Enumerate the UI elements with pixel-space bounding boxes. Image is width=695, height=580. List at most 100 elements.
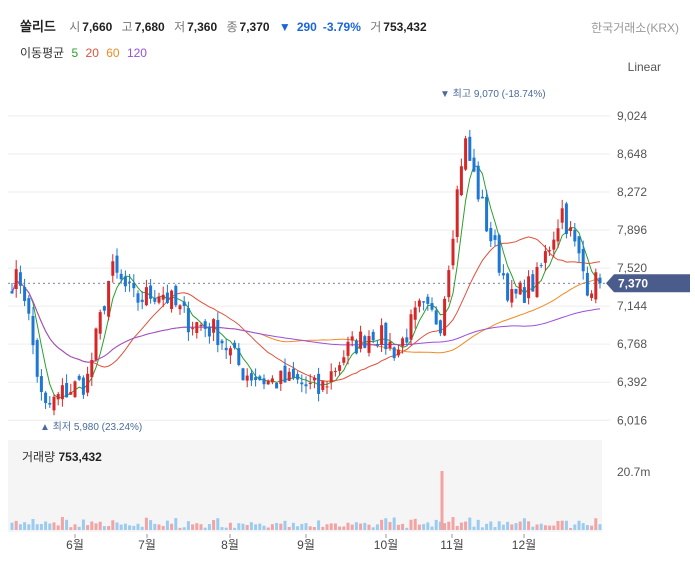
volume-bar — [329, 523, 333, 530]
volume-bar — [90, 521, 94, 530]
candle-body — [283, 365, 287, 383]
volume-bar — [426, 522, 430, 530]
volume-bar — [77, 526, 81, 530]
candle-body — [111, 261, 115, 276]
ma-5[interactable]: 5 — [71, 46, 79, 60]
candle-body — [174, 285, 178, 306]
volume-bar — [279, 523, 283, 530]
ma-label: 이동평균 — [20, 46, 65, 60]
candle-body — [228, 348, 232, 356]
candle-body — [10, 291, 14, 294]
candle-body — [489, 228, 493, 242]
candle-body — [144, 287, 148, 306]
volume-bar — [392, 517, 396, 530]
volume-bar — [371, 527, 375, 530]
candle-body — [90, 359, 94, 378]
volume-bar — [350, 524, 354, 530]
y-tick-label: 7,896 — [617, 223, 647, 237]
candle-body — [48, 402, 52, 405]
candle-body — [396, 349, 400, 356]
candle-body — [434, 310, 438, 325]
candle-body — [52, 396, 56, 411]
y-tick-label: 8,648 — [617, 147, 647, 161]
volume-bar — [321, 526, 325, 530]
ma-20[interactable]: 20 — [85, 46, 99, 60]
volume-bar — [598, 524, 602, 530]
volume-bar — [375, 524, 379, 530]
moving-average-legend[interactable]: 이동평균 5 20 60 120 — [20, 44, 151, 61]
volume-bar — [577, 520, 581, 530]
candle-body — [224, 347, 228, 351]
volume-bar — [325, 524, 329, 530]
candle-body — [165, 292, 169, 303]
candle-body — [455, 189, 459, 237]
volume-panel-value: 753,432 — [58, 450, 102, 464]
x-tick-label: 11월 — [440, 538, 464, 552]
candle-body — [384, 322, 388, 350]
volume-bar — [48, 523, 52, 530]
candle-body — [468, 136, 472, 161]
volume-bar — [115, 522, 119, 530]
ma-120[interactable]: 120 — [126, 46, 147, 60]
candle-body — [94, 328, 98, 360]
candle-body — [493, 235, 497, 240]
candle-body — [77, 375, 81, 380]
candle-body — [548, 250, 552, 252]
candle-body — [220, 340, 224, 344]
candle-body — [501, 273, 505, 276]
ma-60[interactable]: 60 — [106, 46, 120, 60]
candle-body — [472, 157, 476, 172]
candle-body — [552, 239, 556, 250]
volume-bar — [178, 527, 182, 530]
volume-bar — [543, 525, 547, 530]
candle-body — [170, 290, 174, 310]
volume-bar — [174, 518, 178, 530]
last-price-badge — [606, 274, 690, 293]
volume-bar — [506, 521, 510, 530]
exchange-name: 한국거래소(KRX) — [591, 21, 679, 35]
candle-body — [296, 374, 300, 380]
volume-bar — [107, 526, 111, 530]
volume-bar — [165, 520, 169, 530]
candle-body — [342, 357, 346, 363]
volume-bar — [585, 525, 589, 530]
change-value: 290 — [296, 20, 317, 34]
volume-bar — [501, 524, 505, 530]
high-label: 고 — [121, 20, 133, 34]
candle-body — [35, 340, 39, 377]
candle-body — [380, 325, 384, 345]
candle-body — [497, 235, 501, 273]
volume-bar — [220, 527, 224, 530]
volume-bar — [203, 527, 207, 530]
stock-name: 쏠리드 — [20, 19, 56, 34]
y-tick-label: 7,144 — [617, 299, 647, 313]
volume-bar — [195, 523, 199, 530]
candle-body — [556, 228, 560, 242]
volume-bar — [396, 524, 400, 530]
close-label: 종 — [226, 20, 238, 34]
volume-bar — [552, 525, 556, 530]
open-label: 시 — [69, 20, 81, 34]
candle-body — [115, 255, 119, 273]
volume-bar — [514, 523, 518, 530]
volume-bar — [224, 527, 228, 530]
volume-value: 753,432 — [383, 20, 427, 34]
candle-body — [262, 378, 266, 385]
volume-bar — [132, 525, 136, 530]
volume-bar — [489, 521, 493, 530]
volume-bar — [476, 519, 480, 530]
scale-mode-button[interactable]: Linear — [627, 60, 661, 74]
candle-body — [279, 370, 283, 384]
volume-bar — [266, 527, 270, 530]
x-tick-label: 9월 — [297, 538, 315, 552]
candle-body — [178, 305, 182, 310]
volume-bar — [98, 521, 102, 530]
candle-body — [69, 392, 73, 395]
volume-bar — [464, 521, 468, 530]
volume-bar — [594, 518, 598, 530]
volume-bar — [527, 521, 531, 530]
volume-bar — [69, 527, 73, 530]
candle-body — [237, 348, 241, 365]
candle-body — [409, 314, 413, 340]
